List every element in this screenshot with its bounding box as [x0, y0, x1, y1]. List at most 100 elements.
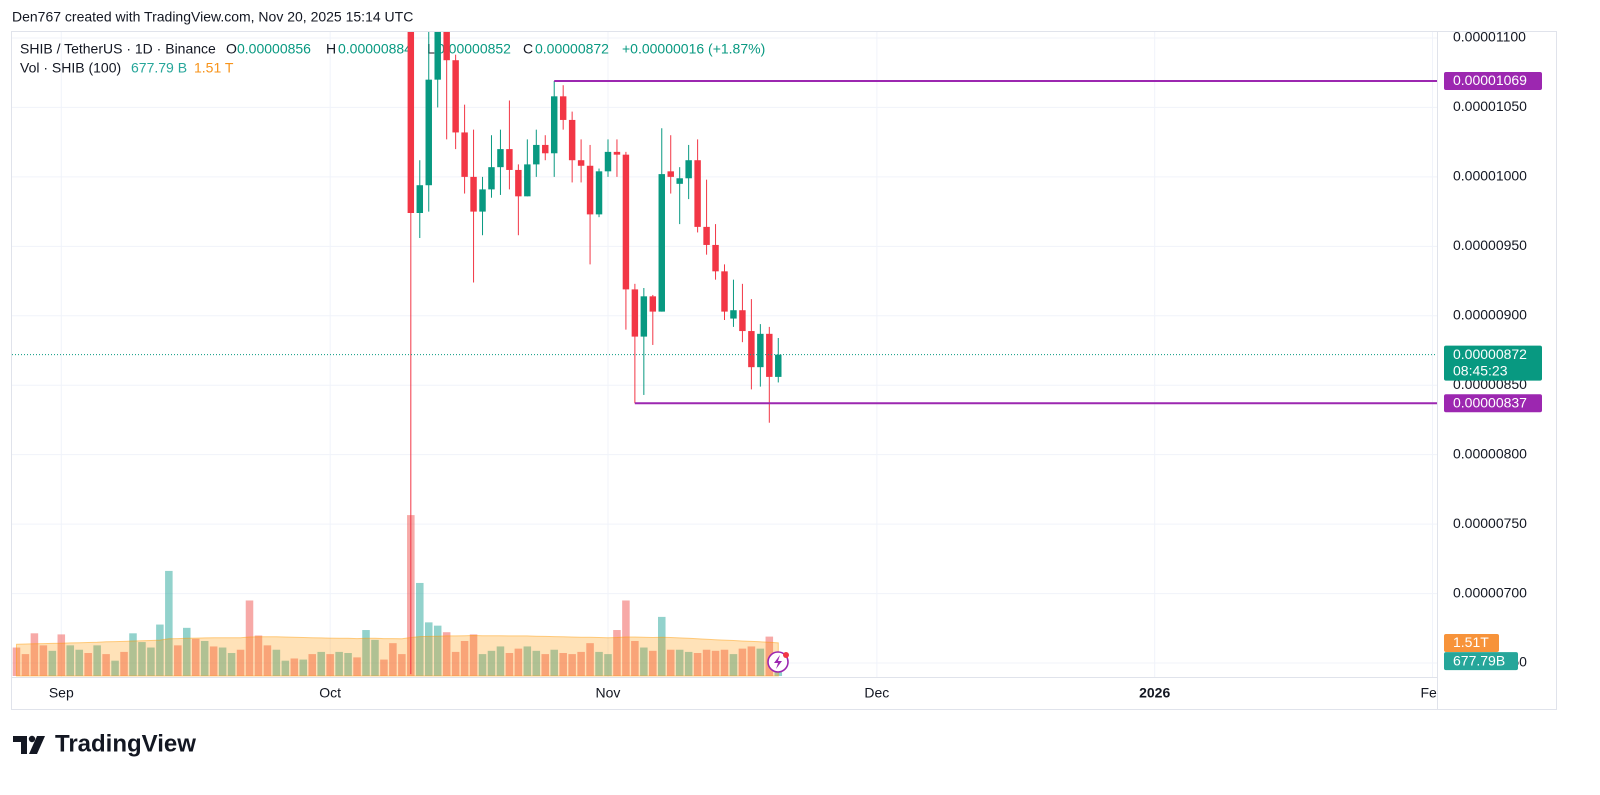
ohlc-label: O — [226, 41, 237, 57]
volume-bar — [263, 645, 272, 676]
x-tick-label: 2026 — [1139, 685, 1170, 701]
volume-bar — [398, 654, 406, 676]
volume-bar — [335, 651, 343, 676]
logo-shape — [13, 736, 27, 754]
y-tick-label: 0.00000750 — [1453, 515, 1527, 531]
level-tag — [1444, 72, 1542, 91]
volume-bar — [550, 649, 558, 676]
volume-bar — [487, 650, 496, 676]
volume-bar — [451, 651, 460, 676]
volume-bar — [129, 633, 137, 676]
ohlc-label: H — [326, 41, 336, 57]
volume-bar — [469, 634, 478, 676]
volume-bar — [514, 648, 523, 676]
volume-bar — [640, 647, 648, 676]
y-tick-label: 0.00000900 — [1453, 306, 1527, 322]
candle-body — [497, 149, 504, 168]
candle-body — [515, 169, 522, 197]
volume-bar — [711, 650, 720, 676]
volume-bar — [84, 653, 92, 676]
volume-bar — [738, 648, 747, 676]
volume-bar — [604, 654, 612, 676]
volume-bar — [684, 651, 693, 676]
volume-bar — [577, 651, 585, 676]
logo-shape — [29, 736, 45, 754]
candle-body — [685, 160, 692, 179]
y-tick-label: 0.00000950 — [1453, 237, 1527, 253]
x-tick-label: Sep — [49, 685, 74, 701]
volume-pane — [12, 515, 783, 677]
volume-bar — [156, 624, 164, 676]
y-tick-label: 0.00001050 — [1453, 98, 1527, 114]
volume-bar — [111, 660, 119, 676]
level-tag — [1444, 394, 1542, 413]
volume-bar — [559, 653, 567, 676]
volume-legend-title: Vol · SHIB (100) — [20, 60, 121, 76]
x-tick-label: Dec — [864, 685, 889, 701]
volume-bar — [523, 646, 532, 676]
candle-body — [721, 271, 728, 312]
level-tag-label: 0.00001069 — [1453, 72, 1527, 88]
candle-body — [568, 119, 576, 161]
volume-bar — [631, 640, 639, 676]
volume-tag-label: 677.79B — [1453, 652, 1505, 668]
volume-bar — [416, 582, 424, 676]
volume-bar — [290, 658, 299, 676]
volume-bar — [308, 654, 316, 676]
candle-body — [604, 151, 612, 172]
volume-bar — [299, 659, 308, 676]
candle-body — [694, 160, 701, 227]
current-price-tag — [1444, 345, 1542, 381]
candle-body — [676, 178, 683, 184]
price-pane — [12, 32, 1437, 675]
candle-body — [766, 333, 773, 377]
candle-body — [757, 333, 764, 368]
y-tick-label: 0.00001000 — [1453, 168, 1527, 184]
volume-bar — [622, 600, 630, 676]
candle-body — [407, 32, 415, 213]
candle-body — [506, 149, 513, 170]
volume-bar — [12, 647, 21, 676]
volume-bar — [245, 600, 254, 676]
candle-body — [649, 296, 657, 312]
volume-bar — [666, 649, 675, 676]
alert-icon-dot — [783, 652, 789, 658]
x-tick-label: Feb — [1420, 685, 1444, 701]
level-tag-label: 0.00000837 — [1453, 394, 1527, 410]
volume-bar — [568, 654, 576, 676]
candle-body — [434, 32, 441, 80]
candle-body — [658, 174, 665, 312]
volume-bar — [209, 646, 218, 676]
legend: SHIB / TetherUS · 1D · Binance O 0.00000… — [20, 41, 765, 76]
candle-body — [559, 96, 567, 120]
ohlc-label: C — [523, 41, 533, 57]
current-price-label: 0.00000872 — [1453, 346, 1527, 362]
volume-bar — [541, 654, 550, 676]
candle-body — [550, 96, 558, 154]
volume-bar — [165, 570, 173, 676]
volume-bar — [191, 638, 200, 676]
y-tick-label: 0.00001100 — [1453, 29, 1526, 45]
volume-tag — [1444, 652, 1518, 671]
candle-body — [730, 310, 737, 319]
candle-body — [488, 167, 495, 190]
alert-icon[interactable] — [767, 651, 789, 673]
candle-body — [542, 144, 549, 154]
volume-bar — [75, 649, 83, 676]
x-axis: Sep Oct Nov Dec 2026 Feb — [49, 685, 1444, 701]
ohlc-value: 0.00000884 — [338, 41, 412, 57]
volume-bar — [317, 651, 325, 676]
chart-frame — [11, 31, 1557, 710]
x-tick-label: Nov — [596, 685, 621, 701]
volume-bar — [183, 627, 191, 676]
volume-bar — [532, 650, 541, 676]
volume-bar — [675, 649, 684, 676]
candle-body — [703, 226, 710, 245]
alert-icon-bolt — [774, 655, 782, 669]
change: +0.00000016 (+1.87%) — [622, 41, 765, 57]
ohlc-value: 0.00000852 — [437, 41, 511, 57]
ohlc-label: L — [427, 41, 435, 57]
volume-bar — [362, 630, 370, 676]
